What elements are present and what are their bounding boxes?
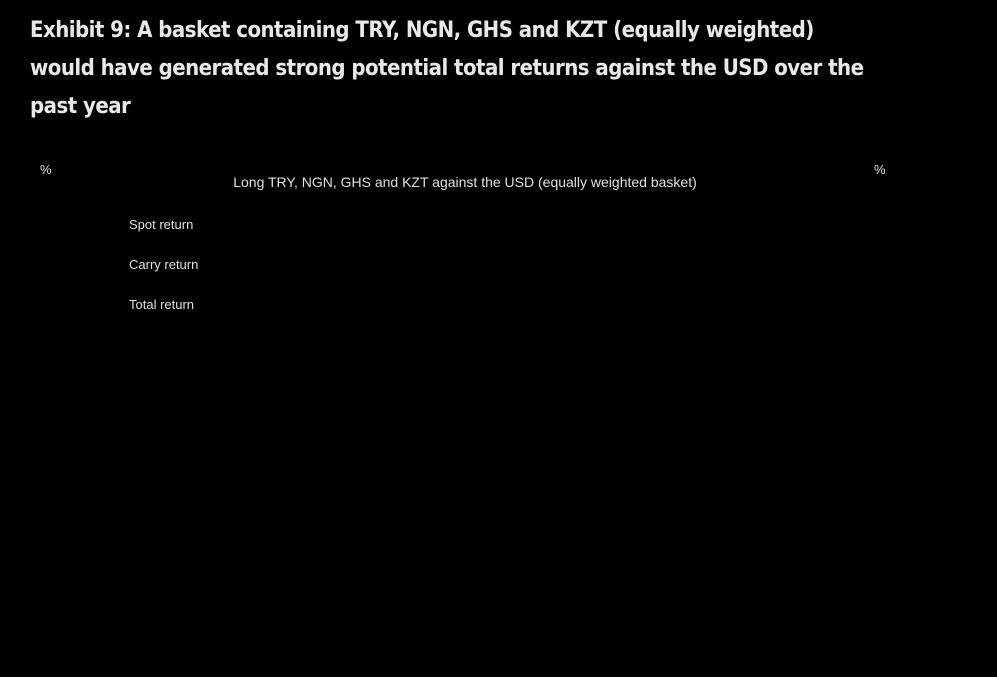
chart-title: Long TRY, NGN, GHS and KZT against the U…	[233, 174, 697, 190]
exhibit-title: Exhibit 9: A basket containing TRY, NGN,…	[30, 18, 864, 119]
y-axis-left-unit: %	[40, 162, 52, 177]
legend-label-spot: Spot return	[129, 217, 193, 232]
legend-swatch-spot	[95, 220, 127, 228]
y-axis-right-unit: %	[874, 162, 886, 177]
legend-label-carry: Carry return	[129, 257, 198, 272]
legend: Spot return Carry return Total return	[95, 217, 198, 312]
legend-label-total: Total return	[129, 297, 194, 312]
legend-swatch-carry	[95, 260, 127, 268]
